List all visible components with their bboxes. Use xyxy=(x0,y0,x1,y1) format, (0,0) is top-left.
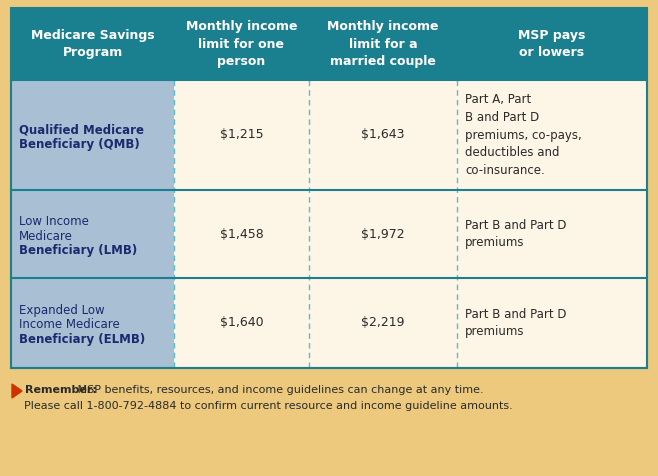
Text: Medicare: Medicare xyxy=(19,229,73,242)
Text: Please call 1-800-792-4884 to confirm current resource and income guideline amou: Please call 1-800-792-4884 to confirm cu… xyxy=(24,401,513,411)
Text: $1,972: $1,972 xyxy=(361,228,405,240)
Polygon shape xyxy=(12,384,22,398)
Text: Expanded Low: Expanded Low xyxy=(19,304,105,317)
Text: MSP pays
or lowers: MSP pays or lowers xyxy=(519,29,586,59)
Bar xyxy=(11,80,174,190)
Text: Monthly income
limit for one
person: Monthly income limit for one person xyxy=(186,20,297,68)
Text: $2,219: $2,219 xyxy=(361,317,405,329)
Text: Part B and Part D
premiums: Part B and Part D premiums xyxy=(465,219,567,249)
Text: Beneficiary (ELMB): Beneficiary (ELMB) xyxy=(19,333,145,346)
Text: $1,640: $1,640 xyxy=(220,317,263,329)
Text: Monthly income
limit for a
married couple: Monthly income limit for a married coupl… xyxy=(327,20,439,68)
Text: Remember:: Remember: xyxy=(25,385,97,395)
Text: Income Medicare: Income Medicare xyxy=(19,318,120,331)
Text: $1,458: $1,458 xyxy=(220,228,263,240)
Text: MSP benefits, resources, and income guidelines can change at any time.: MSP benefits, resources, and income guid… xyxy=(74,385,484,395)
Bar xyxy=(11,8,647,368)
Text: $1,643: $1,643 xyxy=(361,129,405,141)
Text: $1,215: $1,215 xyxy=(220,129,263,141)
Bar xyxy=(174,80,647,190)
Text: Part A, Part
B and Part D
premiums, co-pays,
deductibles and
co-insurance.: Part A, Part B and Part D premiums, co-p… xyxy=(465,93,582,177)
Text: Part B and Part D
premiums: Part B and Part D premiums xyxy=(465,308,567,338)
Bar xyxy=(11,8,647,80)
Bar xyxy=(11,190,174,278)
Bar xyxy=(174,278,647,368)
Text: Medicare Savings
Program: Medicare Savings Program xyxy=(31,29,155,59)
Text: Qualified Medicare: Qualified Medicare xyxy=(19,123,144,136)
Text: Beneficiary (LMB): Beneficiary (LMB) xyxy=(19,244,138,257)
Text: Low Income: Low Income xyxy=(19,215,89,228)
Bar xyxy=(174,190,647,278)
Bar xyxy=(11,278,174,368)
Text: Beneficiary (QMB): Beneficiary (QMB) xyxy=(19,138,139,151)
